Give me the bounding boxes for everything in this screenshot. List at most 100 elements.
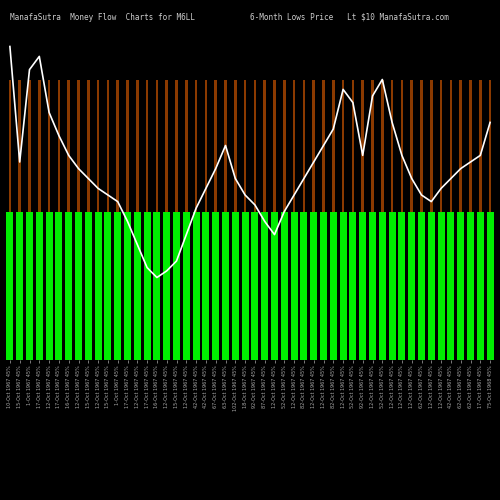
Bar [185,80,188,360]
Bar [97,80,100,360]
Bar [283,80,286,360]
Bar [300,212,308,360]
Bar [116,80,119,360]
Bar [400,80,403,360]
Bar [192,212,200,360]
Bar [104,212,112,360]
Bar [310,212,317,360]
Bar [164,212,170,360]
Bar [479,80,482,360]
Bar [224,80,226,360]
Bar [244,80,246,360]
Bar [75,212,82,360]
Bar [146,80,148,360]
Bar [408,212,415,360]
Bar [38,80,40,360]
Bar [428,212,434,360]
Bar [232,212,238,360]
Bar [460,80,462,360]
Text: ManafaSutra  Money Flow  Charts for M6LL: ManafaSutra Money Flow Charts for M6LL [10,12,195,22]
Bar [388,212,396,360]
Text: 6-Month Lows Price   Lt $10 ManafaSutra.com: 6-Month Lows Price Lt $10 ManafaSutra.co… [250,12,449,22]
Bar [68,80,70,360]
Bar [362,80,364,360]
Bar [470,80,472,360]
Bar [281,212,287,360]
Bar [330,212,336,360]
Bar [262,212,268,360]
Bar [134,212,140,360]
Bar [302,80,305,360]
Bar [430,80,432,360]
Bar [66,212,72,360]
Bar [391,80,394,360]
Bar [486,212,494,360]
Bar [85,212,91,360]
Bar [18,80,21,360]
Bar [94,212,102,360]
Bar [6,212,14,360]
Bar [154,212,160,360]
Bar [46,212,52,360]
Bar [106,80,109,360]
Bar [320,212,327,360]
Bar [56,212,62,360]
Bar [342,80,344,360]
Bar [293,80,296,360]
Bar [48,80,50,360]
Bar [340,212,346,360]
Bar [322,80,324,360]
Bar [372,80,374,360]
Bar [360,212,366,360]
Bar [420,80,422,360]
Bar [58,80,60,360]
Bar [114,212,121,360]
Bar [350,212,356,360]
Bar [124,212,131,360]
Bar [166,80,168,360]
Bar [136,80,138,360]
Bar [332,80,334,360]
Bar [126,80,128,360]
Bar [458,212,464,360]
Bar [173,212,180,360]
Bar [381,80,384,360]
Bar [183,212,190,360]
Bar [195,80,198,360]
Bar [410,80,413,360]
Bar [234,80,236,360]
Bar [369,212,376,360]
Bar [398,212,406,360]
Bar [252,212,258,360]
Bar [290,212,298,360]
Bar [448,212,454,360]
Bar [214,80,217,360]
Bar [144,212,150,360]
Bar [438,212,444,360]
Bar [379,212,386,360]
Bar [467,212,474,360]
Bar [271,212,278,360]
Bar [489,80,492,360]
Bar [352,80,354,360]
Bar [176,80,178,360]
Bar [312,80,315,360]
Bar [16,212,23,360]
Bar [87,80,90,360]
Bar [28,80,30,360]
Bar [8,80,11,360]
Bar [36,212,43,360]
Bar [450,80,452,360]
Bar [242,212,248,360]
Bar [264,80,266,360]
Bar [204,80,207,360]
Bar [274,80,276,360]
Bar [202,212,209,360]
Bar [254,80,256,360]
Bar [418,212,425,360]
Bar [477,212,484,360]
Bar [156,80,158,360]
Bar [222,212,229,360]
Bar [440,80,442,360]
Bar [78,80,80,360]
